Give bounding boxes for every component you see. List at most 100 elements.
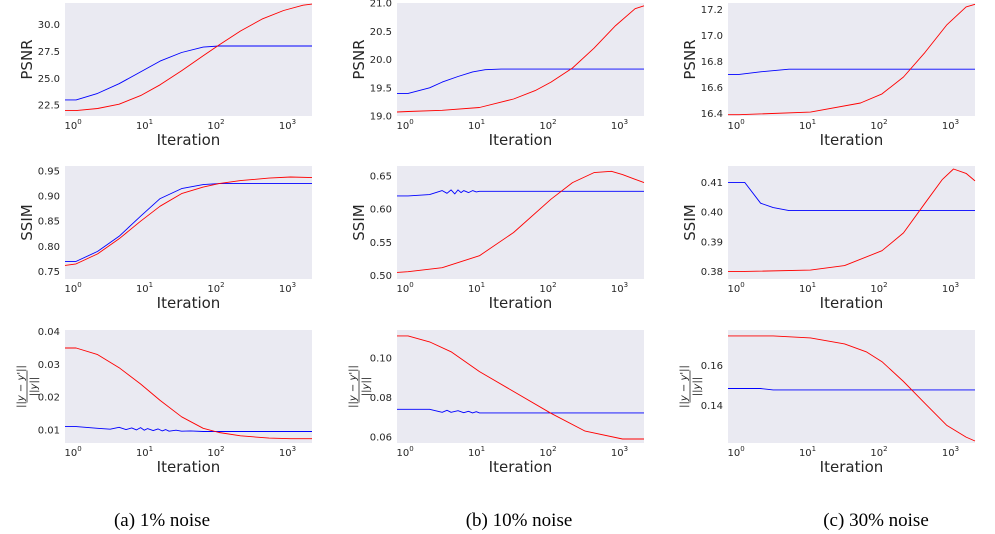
x-axis-label: Iteration <box>489 294 553 312</box>
y-tick-label: 17.2 <box>701 5 723 16</box>
x-axis-label: Iteration <box>489 458 553 476</box>
y-tick-label: 0.02 <box>38 393 60 404</box>
x-tick-label: 103 <box>611 281 628 295</box>
y-tick-label: 16.6 <box>701 83 723 94</box>
y-tick-label: 0.41 <box>701 178 723 189</box>
y-tick-label: 27.5 <box>38 47 60 58</box>
x-tick-label: 103 <box>279 281 296 295</box>
series-line-red <box>728 168 976 273</box>
x-tick-label: 100 <box>396 281 413 295</box>
y-tick-label: 19.0 <box>370 112 392 123</box>
x-tick-label: 102 <box>207 118 224 132</box>
y-tick-label: 0.06 <box>370 433 392 444</box>
x-tick-label: 100 <box>64 445 81 459</box>
y-tick-label: 17.0 <box>701 31 723 42</box>
y-label-numerator: ||y − y'|| <box>679 365 690 408</box>
y-axis-label: PSNR <box>350 39 368 79</box>
chart-c-ssim: 0.38 0.39 0.40 0.41 100 101 102 103 Iteration SSI… <box>681 166 976 312</box>
x-tick-label: 101 <box>799 118 816 132</box>
y-axis-label: PSNR <box>681 39 699 79</box>
y-tick-label: 0.55 <box>370 238 392 249</box>
x-tick-label: 102 <box>870 445 887 459</box>
series-line-red <box>728 335 976 442</box>
y-tick-label: 16.4 <box>701 109 723 120</box>
chart-b-psnr: 19.0 19.5 20.0 20.5 21.0 100 101 102 103 Iteratio… <box>350 0 645 149</box>
y-tick-label: 25.0 <box>38 74 60 85</box>
x-tick-label: 100 <box>64 118 81 132</box>
y-tick-label: 0.04 <box>38 327 60 338</box>
x-tick-label: 102 <box>207 281 224 295</box>
x-tick-label: 103 <box>942 118 959 132</box>
series-line-blue <box>65 45 312 101</box>
series-line-red <box>728 3 976 116</box>
y-tick-label: 0.14 <box>701 401 723 412</box>
plot-area <box>65 330 312 443</box>
y-tick-label: 0.75 <box>38 267 60 278</box>
y-label-denominator: ||y|| <box>29 377 40 396</box>
y-tick-label: 0.10 <box>370 353 392 364</box>
y-tick-label: 0.85 <box>38 217 60 228</box>
y-tick-label: 0.90 <box>38 192 60 203</box>
series-line-red <box>64 176 313 266</box>
series-line-blue <box>65 183 312 262</box>
y-tick-label: 22.5 <box>38 101 60 112</box>
series-line-blue <box>728 388 975 391</box>
caption-c: (c) 30% noise <box>823 510 929 531</box>
y-tick-label: 21.0 <box>370 0 392 10</box>
x-tick-label: 101 <box>136 118 153 132</box>
y-axis-label: ||y − y'|| ||y|| <box>348 365 372 408</box>
y-label-denominator: ||y|| <box>692 377 703 396</box>
y-tick-label: 16.8 <box>701 57 723 68</box>
y-axis-label: ||y − y'|| ||y|| <box>16 365 40 408</box>
y-tick-label: 0.38 <box>701 267 723 278</box>
x-tick-label: 102 <box>539 118 556 132</box>
y-label-denominator: ||y|| <box>361 377 372 396</box>
y-tick-label: 19.5 <box>370 83 392 94</box>
x-tick-label: 103 <box>942 445 959 459</box>
y-axis-label: ||y − y'|| ||y|| <box>679 365 703 408</box>
x-axis-label: Iteration <box>820 458 884 476</box>
x-axis-label: Iteration <box>157 294 221 312</box>
x-axis-label: Iteration <box>820 131 884 149</box>
chart-a-psnr: 22.5 25.0 27.5 30.0 100 101 102 103 Iteration PSN… <box>18 3 313 149</box>
x-tick-label: 103 <box>611 445 628 459</box>
y-tick-label: 0.01 <box>38 425 60 436</box>
plot-area <box>397 330 644 443</box>
series-line-blue <box>397 189 644 197</box>
y-tick-label: 0.16 <box>701 361 723 372</box>
series-line-red <box>397 335 644 440</box>
x-tick-label: 102 <box>539 445 556 459</box>
x-tick-label: 101 <box>799 281 816 295</box>
series-line-red <box>396 170 645 273</box>
x-tick-label: 103 <box>279 118 296 132</box>
y-tick-label: 0.39 <box>701 237 723 248</box>
x-tick-label: 101 <box>468 281 485 295</box>
x-tick-label: 102 <box>870 281 887 295</box>
plot-area <box>728 330 975 443</box>
y-axis-label: SSIM <box>350 204 368 240</box>
chart-a-ssim: 0.75 0.80 0.85 0.90 0.95 100 101 102 103 Iteratio… <box>18 166 313 312</box>
x-tick-label: 100 <box>64 281 81 295</box>
plot-area <box>397 3 644 116</box>
x-tick-label: 101 <box>468 445 485 459</box>
y-tick-label: 0.80 <box>38 242 60 253</box>
x-axis-label: Iteration <box>489 131 553 149</box>
series-line-blue <box>397 68 644 94</box>
x-tick-label: 102 <box>539 281 556 295</box>
x-tick-label: 100 <box>396 445 413 459</box>
series-line-red <box>65 347 312 440</box>
series-line-blue <box>728 68 975 75</box>
plot-area <box>728 3 975 116</box>
y-tick-label: 30.0 <box>38 20 60 31</box>
chart-a-residual: 0.01 0.02 0.03 0.04 100 101 102 103 Iteration ||y… <box>16 327 312 476</box>
series-line-blue <box>728 181 975 212</box>
chart-c-psnr: 16.4 16.6 16.8 17.0 17.2 100 101 102 103 Iteratio… <box>681 3 976 149</box>
chart-c-residual: 0.14 0.16 100 101 102 103 Iteration ||y − y'|| |… <box>679 330 976 476</box>
x-tick-label: 101 <box>799 445 816 459</box>
plot-area <box>65 3 312 116</box>
x-tick-label: 101 <box>468 118 485 132</box>
y-tick-label: 20.0 <box>370 55 392 66</box>
series-line-blue <box>65 426 312 432</box>
x-tick-label: 102 <box>870 118 887 132</box>
